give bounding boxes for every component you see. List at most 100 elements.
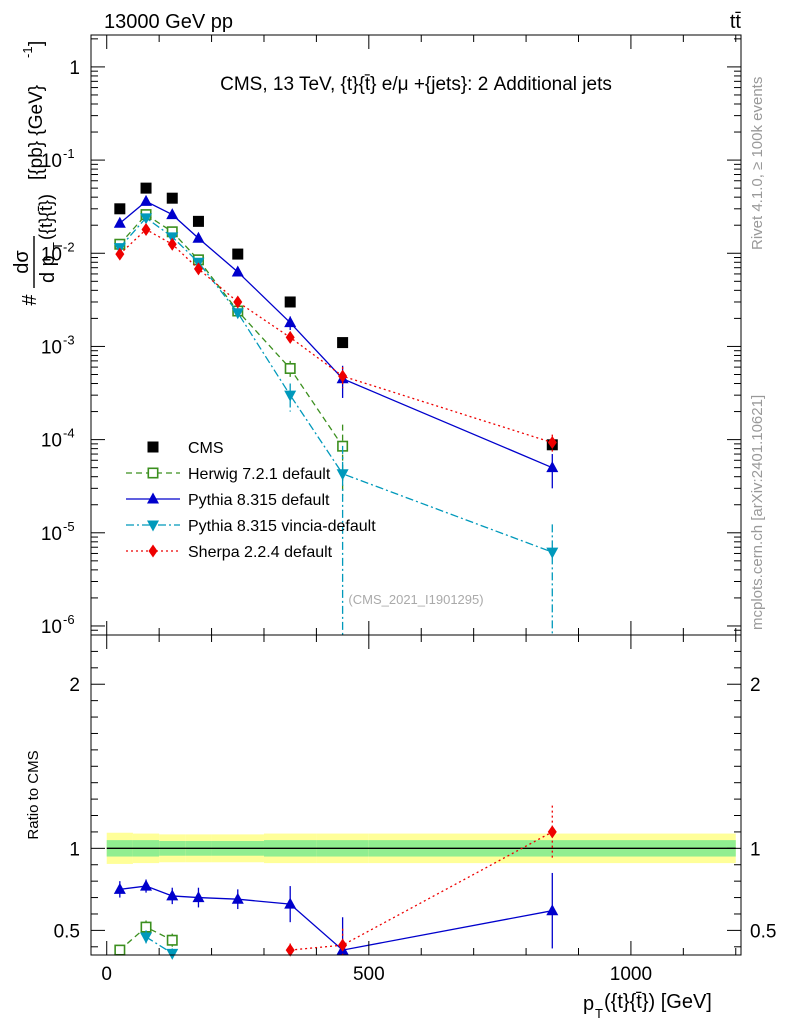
data-point [231, 265, 244, 277]
ratio-y-axis-label: Ratio to CMS [25, 750, 42, 839]
ratio-series-sherpa-2-2-4-default [285, 805, 557, 957]
data-point [166, 208, 179, 220]
data-point [192, 231, 205, 243]
ratio-series-pythia-8-315-vincia-default [140, 930, 179, 960]
series-pythia-8-315-vincia-default [113, 213, 559, 635]
data-point [192, 215, 204, 227]
y-label-numerator: dσ [11, 250, 33, 274]
series-line [119, 228, 553, 444]
y-tick-label: 1 [69, 58, 80, 79]
data-point [141, 222, 151, 236]
y-tick-label-exp: -4 [63, 426, 75, 441]
legend: CMS Herwig 7.2.1 default Pythia 8.315 defa… [126, 440, 376, 561]
y-tick-label: 10 [41, 244, 62, 265]
ratio-point [285, 943, 295, 957]
data-point [140, 213, 153, 225]
y-label-close: ] [26, 41, 47, 46]
y-tick-label-exp: -5 [63, 519, 75, 534]
data-point [546, 461, 559, 473]
ratio-plot-ticks [91, 634, 741, 955]
ratio-line [145, 936, 173, 954]
data-point [114, 203, 126, 215]
legend-label: CMS [188, 440, 224, 457]
x-label-rest: ({t}{t̄}) [GeV] [604, 991, 712, 1013]
y-tick-label-exp: -2 [63, 239, 75, 254]
ratio-y-tick-label: 2 [69, 675, 80, 696]
series-line [119, 216, 553, 553]
ratio-plot-marks [113, 805, 559, 960]
y-tick-label: 10 [41, 617, 62, 638]
analysis-watermark: (CMS_2021_I1901295) [348, 592, 483, 607]
main-plot-marks [113, 182, 559, 635]
ratio-uncertainty-band [106, 832, 736, 864]
y-label-prefix: # [19, 294, 41, 306]
data-point [337, 337, 349, 349]
x-tick-label: 0 [101, 964, 112, 985]
legend-entry: Sherpa 2.2.4 default [126, 544, 333, 561]
data-point [231, 308, 244, 320]
data-point [338, 369, 348, 383]
ratio-y-tick-label-right: 2 [750, 675, 761, 696]
ratio-y-tick-label: 1 [69, 839, 80, 860]
data-point [233, 295, 243, 309]
data-point [115, 247, 125, 261]
ratio-y-tick-label-right: 0.5 [750, 921, 776, 942]
y-label-units: [{pb} {GeV} [26, 85, 47, 180]
ratio-point [140, 879, 153, 891]
y-tick-label: 10 [41, 524, 62, 545]
series-sherpa-2-2-4-default [115, 222, 557, 453]
ratio-point [338, 938, 348, 952]
data-point [113, 216, 126, 228]
x-axis-label: p T ({t}{t̄}) [GeV] [583, 991, 712, 1021]
main-plot-ticks [91, 35, 741, 636]
data-point [546, 547, 559, 559]
series-line [119, 200, 553, 469]
ratio-point [166, 934, 178, 946]
legend-entry: Pythia 8.315 default [126, 492, 330, 509]
series-pythia-8-315-default [113, 194, 559, 489]
data-point [167, 237, 177, 251]
legend-label: Herwig 7.2.1 default [188, 466, 331, 483]
ratio-point [113, 882, 126, 894]
ratio-point [284, 897, 297, 909]
legend-entry: Pythia 8.315 vincia-default [126, 518, 376, 535]
y-tick-label-exp: -3 [63, 332, 75, 347]
ratio-point [546, 904, 559, 916]
main-plot-panel: 110-110-210-310-410-510-6 CMS, 13 TeV, {… [41, 34, 742, 638]
rivet-label: Rivet 4.1.0, ≥ 100k events [749, 77, 766, 250]
ratio-point [547, 825, 557, 839]
y-tick-label: 10 [41, 337, 62, 358]
series-herwig-7-2-1-default [114, 209, 349, 496]
data-point [193, 262, 203, 276]
data-point [232, 248, 244, 260]
x-tick-labels: 0 500 1000 [101, 964, 652, 985]
plot-title: CMS, 13 TeV, {t}{t̄} e/μ +{jets}: 2 Addi… [220, 74, 612, 95]
ratio-point [166, 948, 179, 960]
process-label: tt̄ [730, 11, 742, 33]
legend-entry: Herwig 7.2.1 default [126, 466, 331, 483]
y-tick-label-exp: -1 [63, 146, 75, 161]
data-point [284, 362, 296, 374]
data-point [284, 390, 297, 402]
legend-marker [148, 544, 158, 558]
data-point [336, 469, 349, 481]
data-point [140, 182, 152, 194]
main-y-axis-label: # dσ d p T ({t}{t̄}) [{pb} {GeV} -1 ] [11, 41, 65, 306]
legend-label: Pythia 8.315 default [188, 492, 330, 509]
x-label-sub: T [595, 1006, 603, 1021]
data-point [284, 316, 297, 328]
ratio-y-tick-label-right: 1 [750, 839, 761, 860]
y-tick-label-exp: -6 [63, 612, 75, 627]
ratio-plot-panel: 0.5 0.5 1 1 2 2 0 500 1000 [54, 634, 777, 985]
main-y-tick-labels: 110-110-210-310-410-510-6 [41, 58, 80, 638]
series-line [119, 213, 344, 447]
ratio-point [231, 892, 244, 904]
legend-label: Pythia 8.315 vincia-default [188, 518, 376, 535]
data-point [547, 436, 557, 450]
y-tick-label: 10 [41, 151, 62, 172]
x-tick-label: 1000 [610, 964, 652, 985]
ratio-y-tick-labels: 0.5 0.5 1 1 2 2 [54, 675, 777, 942]
legend-marker [147, 441, 159, 453]
ratio-line [290, 831, 553, 951]
